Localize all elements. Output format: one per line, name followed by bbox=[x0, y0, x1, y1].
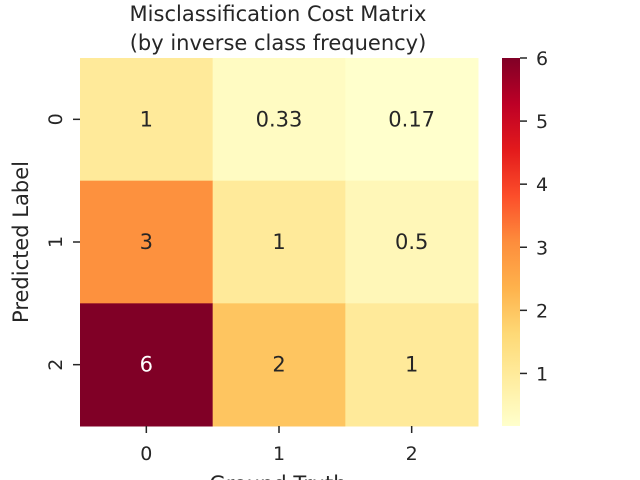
heatmap-cell-r1-c2 bbox=[345, 180, 479, 304]
heatmap-cell-labels: 1 0.33 0.17 3 1 0.5 6 2 1 bbox=[140, 107, 435, 376]
x-tick-label: 0 bbox=[140, 443, 152, 465]
cell-value-label: 1 bbox=[272, 230, 285, 254]
heatmap-cell-r2-c1 bbox=[212, 303, 346, 427]
cell-value-label: 1 bbox=[140, 107, 153, 131]
y-axis-label: Predicted Label bbox=[9, 161, 33, 323]
heatmap-cell-r0-c0 bbox=[80, 58, 214, 182]
x-tick-label: 2 bbox=[406, 443, 418, 465]
heatmap-cell-r2-c0 bbox=[80, 303, 214, 427]
y-tick-label: 0 bbox=[45, 113, 67, 125]
y-axis-ticks: 0 1 2 bbox=[45, 113, 80, 371]
cell-value-label: 1 bbox=[405, 353, 418, 377]
heatmap-cell-r1-c0 bbox=[80, 180, 214, 304]
x-axis-ticks: 0 1 2 bbox=[140, 426, 418, 465]
x-tick-label: 1 bbox=[273, 443, 285, 465]
colorbar-tick-label: 1 bbox=[536, 363, 548, 385]
colorbar-tick-label: 2 bbox=[536, 300, 548, 322]
cell-value-label: 0.33 bbox=[256, 107, 303, 131]
colorbar bbox=[502, 58, 520, 426]
heatmap-cells bbox=[80, 58, 479, 427]
cell-value-label: 6 bbox=[140, 353, 153, 377]
heatmap-cell-r0-c2 bbox=[345, 58, 479, 182]
cell-value-label: 0.5 bbox=[395, 230, 428, 254]
cell-value-label: 3 bbox=[140, 230, 153, 254]
y-tick-label: 1 bbox=[45, 236, 67, 248]
colorbar-tick-label: 3 bbox=[536, 237, 548, 259]
colorbar-tick-label: 4 bbox=[536, 174, 548, 196]
x-axis-label: Ground Truth bbox=[209, 472, 346, 480]
chart-title-line-2: (by inverse class frequency) bbox=[130, 31, 427, 55]
colorbar-ticks: 1 2 3 4 5 6 bbox=[520, 48, 548, 385]
cell-value-label: 2 bbox=[272, 353, 285, 377]
heatmap-cell-r1-c1 bbox=[212, 180, 346, 304]
heatmap-cell-r0-c1 bbox=[212, 58, 346, 182]
heatmap-cell-r2-c2 bbox=[345, 303, 479, 427]
chart-title-line-1: Misclassification Cost Matrix bbox=[130, 2, 427, 26]
y-tick-label: 2 bbox=[45, 359, 67, 371]
colorbar-tick-label: 5 bbox=[536, 111, 548, 133]
cell-value-label: 0.17 bbox=[388, 107, 435, 131]
colorbar-tick-label: 6 bbox=[536, 48, 548, 70]
